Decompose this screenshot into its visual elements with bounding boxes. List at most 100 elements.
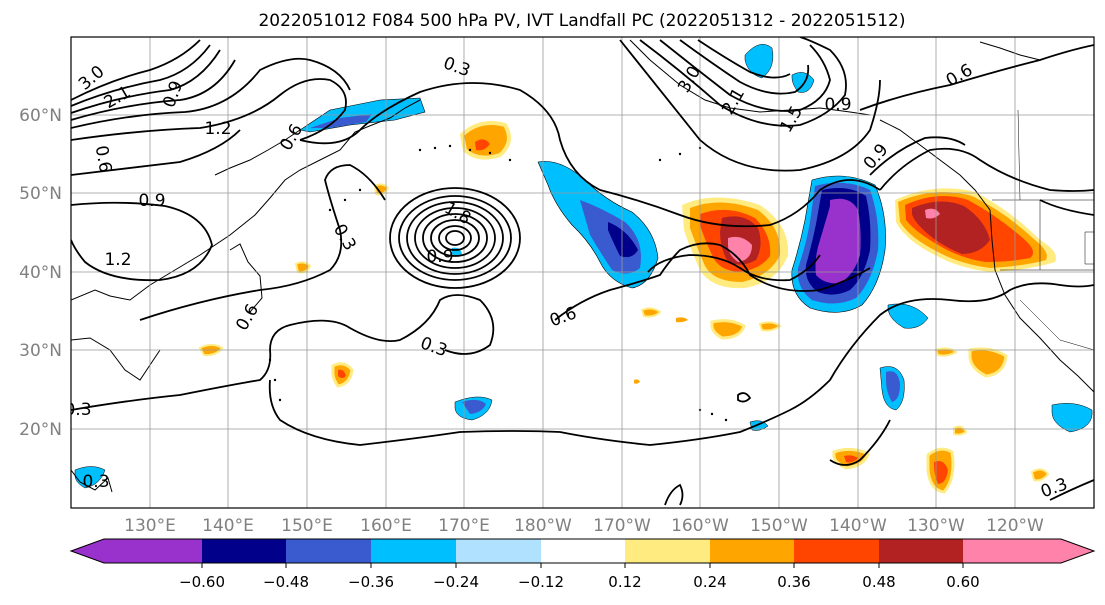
lat-tick-label: 20°N [19, 420, 62, 440]
pv-contour [414, 207, 496, 269]
pv-contour [430, 219, 480, 257]
lon-tick-label: 180°W [514, 516, 572, 536]
lon-tick-label: 160°W [671, 516, 729, 536]
colorbar-tick-label: 0.24 [693, 573, 726, 591]
lon-tick-label: 150°W [750, 516, 808, 536]
lon-tick-label: 170°E [438, 516, 490, 536]
pv-contour [639, 37, 847, 127]
colorbar-extend-low [71, 539, 104, 563]
colorbar-extend-high [1061, 539, 1094, 563]
shade-blob [475, 139, 490, 151]
colorbar-tick-label: −0.48 [263, 573, 309, 591]
border-line [1084, 231, 1094, 265]
shade-blob [1051, 403, 1093, 433]
shade-blob [744, 44, 774, 79]
contour-label: 0.9 [138, 191, 165, 211]
colorbar-swatch [371, 539, 456, 563]
shade-blob [710, 319, 746, 340]
pv-contour [71, 78, 347, 141]
colorbar-tick-label: 0.36 [777, 573, 810, 591]
lon-tick-label: 170°W [593, 516, 651, 536]
shade-blob [310, 114, 372, 128]
shade-blob [373, 183, 390, 196]
pv-contour [406, 201, 504, 275]
pv-contour [71, 49, 221, 114]
shade-blob [640, 307, 662, 318]
shade-blob [815, 198, 861, 284]
colorbar-tick-label: 0.60 [946, 573, 979, 591]
island-dot [418, 148, 422, 152]
island-dot [358, 188, 362, 192]
shading-layer [74, 44, 1093, 494]
borders [992, 109, 1094, 351]
map-frame [70, 36, 1095, 509]
lon-tick-label: 130°W [907, 516, 965, 536]
contour-label: 0.9 [824, 95, 851, 115]
pv-contour [859, 44, 1094, 111]
pv-contour [445, 230, 465, 246]
shade-blob [1030, 468, 1050, 482]
pv-contour [659, 39, 831, 112]
island-dot [658, 158, 662, 162]
island-dot [488, 151, 492, 155]
coastline [879, 119, 1094, 393]
shade-blob [844, 455, 858, 463]
lat-tick-label: 30°N [19, 341, 62, 361]
island-dot [448, 144, 452, 148]
pv-contour [647, 254, 821, 282]
colorbar-swatch [104, 539, 202, 563]
colorbar-swatch [202, 539, 286, 563]
lon-tick-label: 130°E [124, 516, 176, 536]
pv-contour [679, 39, 810, 95]
island-dot [724, 418, 728, 422]
gridlines [71, 37, 1094, 508]
colorbar-tick-label: 0.12 [608, 573, 641, 591]
island-dot [678, 152, 682, 156]
shade-blob [934, 461, 948, 484]
contour-label: 0.3 [64, 400, 91, 420]
coastline [979, 41, 1041, 61]
pv-contour [139, 164, 386, 321]
colorbar-swatch [879, 539, 963, 563]
island-dot [508, 158, 512, 162]
pv-contour [829, 419, 891, 466]
island-dot [278, 398, 282, 402]
contour-label: 0.6 [91, 144, 115, 174]
coastline [629, 39, 871, 116]
pv-contour [422, 213, 488, 263]
shade-blob [462, 399, 486, 414]
pv-contour [71, 201, 213, 282]
map-title: 2022051012 F084 500 hPa PV, IVT Landfall… [258, 11, 905, 31]
border-line [1017, 109, 1021, 201]
colorbar-tick-label: −0.24 [433, 573, 479, 591]
colorbar-swatch [710, 539, 794, 563]
pv-contour [71, 57, 351, 129]
lon-tick-label: 140°E [202, 516, 254, 536]
pv-contour [879, 147, 1094, 192]
island-dot [710, 412, 714, 416]
pv-contour [299, 82, 881, 228]
contour-label: 0.3 [82, 472, 109, 492]
coastlines [71, 39, 1094, 493]
colorbar-swatch [963, 539, 1061, 563]
longitude-labels: 130°E 140°E 150°E 160°E 170°E 180°W 170°W 160°W… [124, 516, 1044, 536]
lon-tick-label: 140°W [829, 516, 887, 536]
contour-label: 0.9 [426, 247, 453, 267]
colorbar-swatch [794, 539, 879, 563]
shade-blob [608, 222, 638, 258]
island-chain [268, 144, 728, 422]
shade-blob [338, 369, 346, 378]
pv-contour [398, 195, 512, 281]
coastline [229, 243, 263, 313]
colorbar-swatch [286, 539, 371, 563]
shade-blob [791, 72, 815, 93]
shade-blob [728, 236, 752, 262]
shade-blob [886, 371, 900, 402]
shade-blob [934, 347, 958, 357]
lat-tick-label: 60°N [19, 106, 62, 126]
pv-contour [268, 282, 1094, 446]
shade-blob [676, 317, 688, 323]
pv-contour [619, 39, 881, 172]
